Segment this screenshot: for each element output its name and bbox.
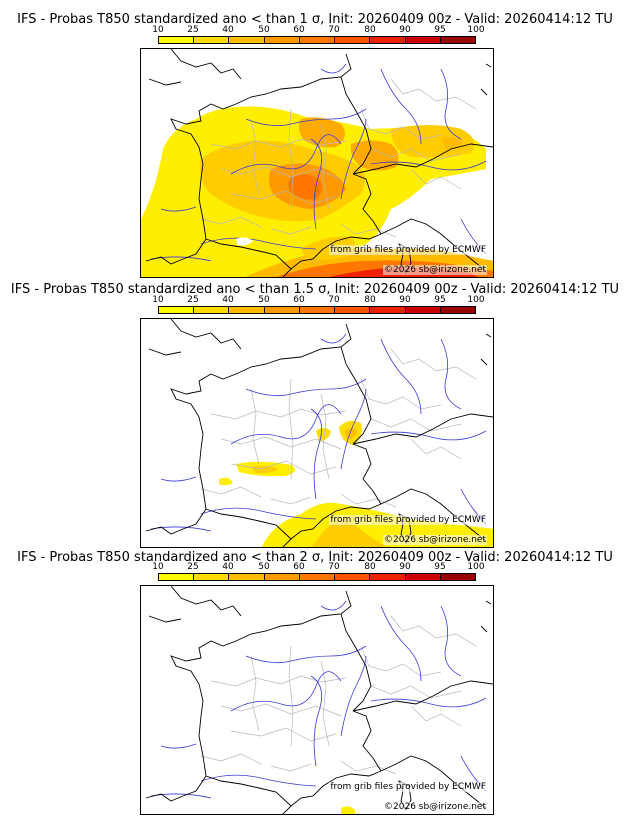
map-title: IFS - Probas T850 standardized ano < tha… <box>17 550 613 565</box>
colorbar-swatch <box>264 574 300 580</box>
colorbar-swatch <box>405 37 441 43</box>
colorbar-tick: 70 <box>328 295 340 305</box>
probability-fill <box>341 806 355 814</box>
colorbar-swatch <box>405 307 441 313</box>
colorbar-swatch <box>405 574 441 580</box>
colorbar <box>158 573 476 581</box>
colorbar-swatch <box>229 37 265 43</box>
colorbar-swatch <box>229 574 265 580</box>
colorbar-swatch <box>159 307 195 313</box>
colorbar-tick: 50 <box>258 25 270 35</box>
colorbar-swatch <box>335 37 371 43</box>
colorbar-swatch <box>440 307 475 313</box>
colorbar-tick: 50 <box>258 562 270 572</box>
colorbar-swatch <box>264 37 300 43</box>
colorbar <box>158 36 476 44</box>
colorbar-tick: 80 <box>364 295 376 305</box>
colorbar-tick: 10 <box>152 295 164 305</box>
colorbar-tick: 80 <box>364 562 376 572</box>
colorbar-labels: 10 25 40 50 60 70 80 90 95 100 <box>152 25 484 37</box>
colorbar-tick: 100 <box>467 25 485 35</box>
probability-map <box>145 319 493 547</box>
map-frame: from grib files provided by ECMWF ©2026 … <box>140 48 494 278</box>
colorbar-swatch <box>440 37 475 43</box>
colorbar-swatch <box>194 307 230 313</box>
probability-map <box>141 49 493 277</box>
colorbar-tick: 25 <box>187 562 199 572</box>
colorbar-tick: 95 <box>434 25 446 35</box>
colorbar-tick: 80 <box>364 25 376 35</box>
colorbar-tick: 25 <box>187 25 199 35</box>
colorbar-tick: 95 <box>434 295 446 305</box>
colorbar-swatch <box>335 574 371 580</box>
colorbar-swatch <box>370 307 406 313</box>
probability-map <box>145 586 493 814</box>
map-frame: from grib files provided by ECMWF ©2026 … <box>140 585 494 815</box>
colorbar-tick: 95 <box>434 562 446 572</box>
colorbar-swatch <box>194 574 230 580</box>
colorbar-swatch <box>335 307 371 313</box>
copyright-credit: ©2026 sb@irizone.net <box>383 802 487 812</box>
colorbar-swatch <box>229 307 265 313</box>
colorbar-tick: 50 <box>258 295 270 305</box>
colorbar-swatch <box>299 574 336 580</box>
map-title: IFS - Probas T850 standardized ano < tha… <box>10 282 620 297</box>
colorbar-labels: 10 25 40 50 60 70 80 90 95 100 <box>152 562 484 574</box>
copyright-credit: ©2026 sb@irizone.net <box>383 535 487 545</box>
colorbar-swatch <box>159 37 195 43</box>
colorbar-tick: 60 <box>293 295 305 305</box>
colorbar-tick: 10 <box>152 562 164 572</box>
colorbar-tick: 10 <box>152 25 164 35</box>
data-source-credit: from grib files provided by ECMWF <box>329 245 487 255</box>
colorbar-swatch <box>440 574 475 580</box>
colorbar-tick: 90 <box>399 562 411 572</box>
colorbar-tick: 100 <box>467 295 485 305</box>
map-frame: from grib files provided by ECMWF ©2026 … <box>140 318 494 548</box>
colorbar-swatch <box>194 37 230 43</box>
map-title: IFS - Probas T850 standardized ano < tha… <box>17 12 613 27</box>
colorbar-tick: 40 <box>222 25 234 35</box>
colorbar-tick: 40 <box>222 562 234 572</box>
colorbar-swatch <box>299 37 336 43</box>
colorbar-tick: 90 <box>399 25 411 35</box>
copyright-credit: ©2026 sb@irizone.net <box>383 265 487 275</box>
colorbar-tick: 90 <box>399 295 411 305</box>
colorbar-swatch <box>370 37 406 43</box>
colorbar-labels: 10 25 40 50 60 70 80 90 95 100 <box>152 295 484 307</box>
colorbar-tick: 25 <box>187 295 199 305</box>
colorbar-tick: 100 <box>467 562 485 572</box>
data-source-credit: from grib files provided by ECMWF <box>329 782 487 792</box>
colorbar-tick: 40 <box>222 295 234 305</box>
colorbar-swatch <box>264 307 300 313</box>
colorbar-tick: 60 <box>293 562 305 572</box>
colorbar-swatch <box>299 307 336 313</box>
colorbar-swatch <box>370 574 406 580</box>
colorbar <box>158 306 476 314</box>
data-source-credit: from grib files provided by ECMWF <box>329 515 487 525</box>
colorbar-tick: 70 <box>328 562 340 572</box>
colorbar-swatch <box>159 574 195 580</box>
colorbar-tick: 60 <box>293 25 305 35</box>
colorbar-tick: 70 <box>328 25 340 35</box>
